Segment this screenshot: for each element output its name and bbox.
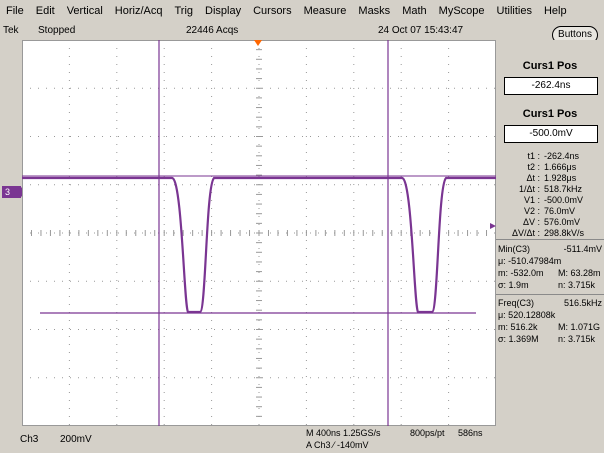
menu-measure[interactable]: Measure: [303, 5, 347, 17]
menu-utilities[interactable]: Utilities: [496, 5, 532, 17]
meas-freq-value: 516.5kHz: [563, 298, 602, 308]
meas-min-stats: σ: 1.9m n: 3.715k: [498, 280, 602, 291]
readout-value: -262.4ns: [544, 151, 580, 161]
datetime: 24 Oct 07 15:43:47: [378, 25, 464, 36]
meas-min-value: -511.4mV: [563, 244, 602, 254]
readout-key: 1/Δt :: [518, 184, 540, 194]
readout-key: t1 :: [527, 151, 540, 161]
meas-freq-n: n: 3.715k: [558, 334, 596, 344]
meas-min-sigma: σ: 1.9m: [498, 280, 529, 290]
meas-min-n: n: 3.715k: [558, 280, 596, 290]
readout-key: Δt :: [526, 173, 540, 183]
channel-label[interactable]: Ch3: [20, 434, 39, 445]
meas-freq-m: m: 516.2k: [498, 322, 538, 332]
menu-cursors[interactable]: Cursors: [253, 5, 292, 17]
curs1-pos-time-field[interactable]: -262.4ns: [504, 77, 598, 95]
readout-key: ΔV :: [522, 217, 540, 227]
readout-value: -500.0mV: [544, 195, 584, 205]
meas-min-m: m: -532.0m: [498, 268, 544, 278]
channel-scale[interactable]: 200mV: [60, 434, 92, 445]
meas-min-header: Min(C3) -511.4mV: [498, 244, 602, 255]
readout-value: 1.666μs: [544, 162, 577, 172]
curs1-pos-title: Curs1 Pos: [522, 60, 578, 72]
readout-value: 576.0mV: [544, 217, 581, 227]
readout-key: V2 :: [523, 206, 540, 216]
meas-freq-title: Freq(C3): [498, 298, 535, 308]
menu-vertical[interactable]: Vertical: [66, 5, 103, 17]
timebase-readout[interactable]: M 400ns 1.25GS/s: [306, 428, 381, 438]
status-row: Tek Stopped 22446 Acqs 24 Oct 07 15:43:4…: [0, 22, 604, 40]
graticule: [22, 40, 496, 426]
channel-3-marker[interactable]: 3: [2, 186, 26, 198]
meas-min-range: m: -532.0m M: 63.28m: [498, 268, 602, 279]
acquisition-count: 22446 Acqs: [186, 25, 239, 36]
menu-myscope[interactable]: MyScope: [438, 5, 485, 17]
meas-min-mean-value: μ: -510.47984m: [498, 256, 562, 266]
meas-freq-range: m: 516.2k M: 1.071G: [498, 322, 602, 333]
trigger-level-marker: [490, 223, 496, 229]
divider: [496, 239, 604, 240]
cursor-readout-row: t2 : 1.666μs: [496, 162, 600, 173]
menu-horiz-acq[interactable]: Horiz/Acq: [114, 5, 163, 17]
channel-3-marker-label: 3: [5, 187, 11, 197]
meas-freq-stats: σ: 1.369M n: 3.715k: [498, 334, 602, 345]
meas-freq-sigma: σ: 1.369M: [498, 334, 539, 344]
trigger-readout[interactable]: A Ch3 ⁄ -140mV: [306, 440, 369, 450]
menu-display[interactable]: Display: [205, 5, 242, 17]
sample-interval: 800ps/pt: [410, 428, 445, 438]
menu-bar: File Edit Vertical Horiz/Acq Trig Display Curs…: [0, 0, 604, 22]
meas-min-M: M: 63.28m: [558, 268, 601, 278]
horizontal-position: 586ns: [458, 428, 483, 438]
menu-edit[interactable]: Edit: [35, 5, 55, 17]
cursor-readout-row: V2 : 76.0mV: [496, 206, 600, 217]
meas-freq-header: Freq(C3) 516.5kHz: [498, 298, 602, 309]
brand-label: Tek: [3, 25, 19, 36]
acquisition-state: Stopped: [38, 25, 76, 36]
cursor-readout-row: 1/Δt : 518.7kHz: [496, 184, 600, 195]
cursor-readout-row: ΔV/Δt : 298.8kV/s: [496, 228, 600, 239]
meas-min-title: Min(C3): [498, 244, 531, 254]
cursor-readout-row: Δt : 1.928μs: [496, 173, 600, 184]
readout-value: 298.8kV/s: [544, 228, 585, 238]
meas-min-mean: μ: -510.47984m: [498, 256, 602, 267]
menu-help[interactable]: Help: [543, 5, 567, 17]
readout-value: 76.0mV: [544, 206, 576, 216]
menu-masks[interactable]: Masks: [358, 5, 391, 17]
curs2-pos-title: Curs1 Pos: [522, 108, 578, 120]
cursor-readout-row: t1 : -262.4ns: [496, 151, 600, 162]
cursor-readout-row: ΔV : 576.0mV: [496, 217, 600, 228]
readout-key: t2 :: [527, 162, 540, 172]
bottom-status-bar: Ch3 200mV M 400ns 1.25GS/s 800ps/pt 586n…: [0, 426, 604, 453]
readout-key: V1 :: [523, 195, 540, 205]
waveform-display[interactable]: [22, 40, 496, 426]
cursor-readout-row: V1 : -500.0mV: [496, 195, 600, 206]
meas-freq-mean-value: μ: 520.12808k: [498, 310, 556, 320]
trigger-position-marker: [254, 40, 262, 46]
meas-freq-M: M: 1.071G: [558, 322, 601, 332]
menu-math[interactable]: Math: [402, 5, 427, 17]
readout-value: 1.928μs: [544, 173, 577, 183]
readout-key: ΔV/Δt :: [511, 228, 540, 238]
readout-value: 518.7kHz: [544, 184, 583, 194]
menu-file[interactable]: File: [6, 5, 24, 17]
channel-3-trace: [22, 176, 496, 314]
curs1-pos-voltage-field[interactable]: -500.0mV: [504, 125, 598, 143]
readout-panel: Curs1 Pos -262.4ns Curs1 Pos -500.0mV t1…: [496, 40, 604, 426]
meas-freq-mean: μ: 520.12808k: [498, 310, 602, 321]
divider: [496, 294, 604, 295]
menu-trig[interactable]: Trig: [174, 5, 194, 17]
